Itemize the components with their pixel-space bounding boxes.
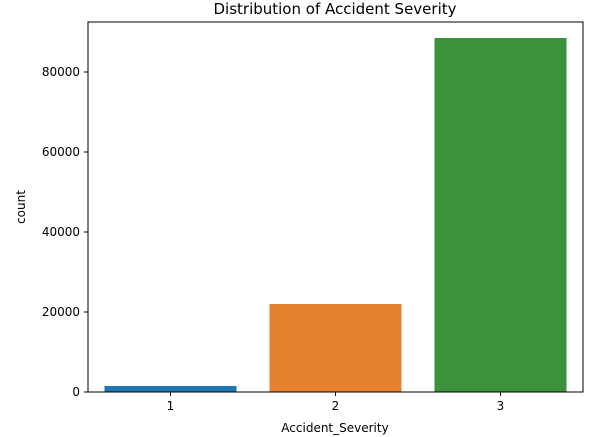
chart-title: Distribution of Accident Severity [213, 0, 456, 18]
plot-frame [87, 21, 584, 393]
y-tick-label-80000: 80000 [42, 65, 80, 79]
x-tick-label-1: 1 [167, 399, 175, 413]
x-axis-ticks: 1 2 3 [167, 392, 505, 413]
bars-group [104, 38, 567, 392]
y-tick-label-0: 0 [72, 385, 80, 399]
bar-1 [104, 386, 237, 392]
x-tick-label-2: 2 [332, 399, 340, 413]
y-axis-label: count [14, 190, 28, 224]
x-tick-label-3: 3 [497, 399, 505, 413]
y-axis-ticks: 0 20000 40000 60000 80000 [42, 65, 88, 399]
y-tick-label-40000: 40000 [42, 225, 80, 239]
bar-2 [269, 304, 402, 392]
bar-3 [434, 38, 567, 392]
y-tick-label-20000: 20000 [42, 305, 80, 319]
y-tick-label-60000: 60000 [42, 145, 80, 159]
x-axis-label: Accident_Severity [281, 421, 388, 435]
